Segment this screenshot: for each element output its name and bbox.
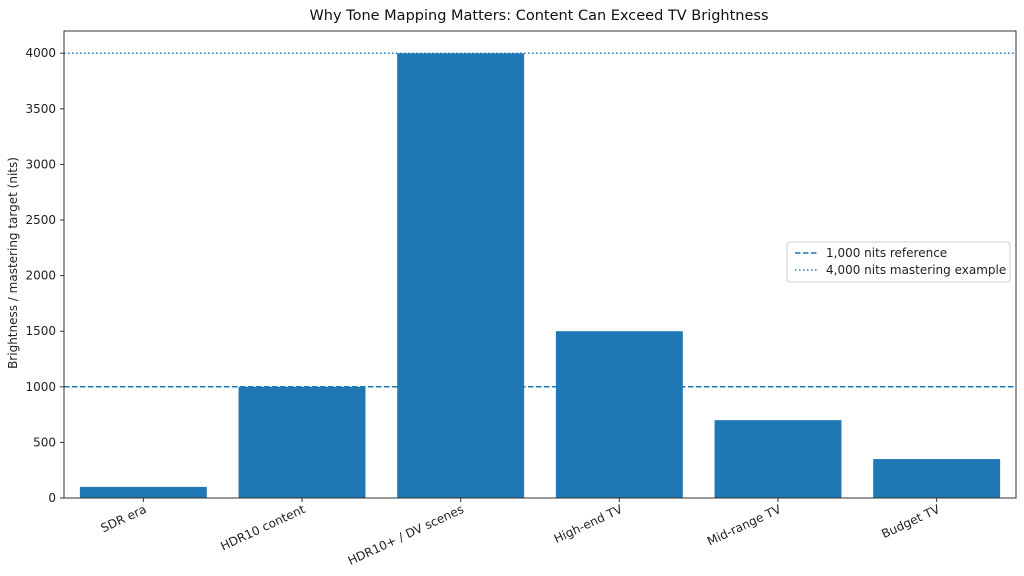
bar-5 [873, 459, 1001, 498]
y-axis-label: Brightness / mastering target (nits) [6, 157, 20, 369]
y-tick-label: 3500 [25, 102, 56, 116]
bar-4 [714, 420, 842, 498]
legend: 1,000 nits reference 4,000 nits masterin… [786, 241, 1011, 283]
x-tick-label: High-end TV [552, 502, 626, 546]
y-axis-ticks: 0 500 1000 1500 2000 2500 3000 3500 4000 [25, 46, 64, 505]
reference-lines-group [64, 52, 1016, 388]
y-tick-label: 2500 [25, 213, 56, 227]
y-tick-label: 4000 [25, 46, 56, 60]
chart-title: Why Tone Mapping Matters: Content Can Ex… [309, 8, 768, 24]
bars-group [79, 53, 1001, 498]
y-tick-label: 500 [33, 435, 56, 449]
y-tick-label: 1000 [25, 380, 56, 394]
x-axis-ticks: SDR era HDR10 content HDR10+ / DV scenes Hi… [99, 498, 943, 568]
x-tick-label: HDR10 content [218, 502, 307, 554]
legend-entry-1000-nits: 1,000 nits reference [826, 246, 947, 260]
plot-frame [63, 30, 1017, 499]
y-tick-label: 1500 [25, 324, 56, 338]
y-tick-label: 0 [48, 491, 56, 505]
x-tick-label: Budget TV [879, 502, 942, 541]
bar-1 [238, 386, 366, 498]
x-tick-label: Mid-range TV [705, 502, 784, 549]
bar-3 [555, 331, 683, 498]
legend-entry-4000-nits: 4,000 nits mastering example [826, 263, 1006, 277]
bar-2 [397, 53, 525, 498]
bar-0 [79, 486, 207, 498]
legend-box [786, 241, 1011, 283]
y-tick-label: 2000 [25, 269, 56, 283]
x-tick-label: SDR era [99, 502, 149, 535]
y-tick-label: 3000 [25, 157, 56, 171]
x-tick-label: HDR10+ / DV scenes [346, 502, 466, 568]
